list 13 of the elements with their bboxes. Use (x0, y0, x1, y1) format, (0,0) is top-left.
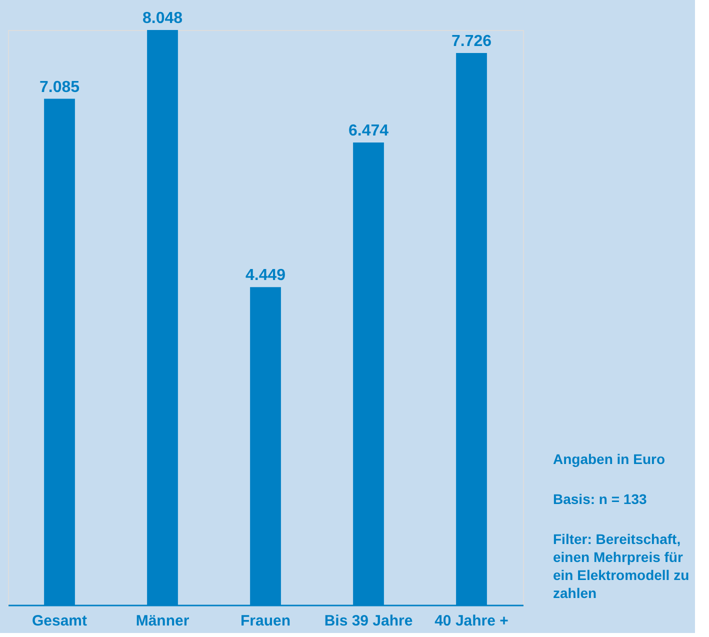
data-label: 4.449 (245, 267, 286, 284)
data-label: 7.085 (39, 78, 80, 96)
x-tick-label: Gesamt (32, 612, 88, 630)
text: Filter: Bereitschaft, einen Mehrpreis für ein Elektromodell zu zahlen (553, 531, 690, 601)
data-label: 7.726 (451, 33, 492, 50)
x-tick-label: Frauen (240, 612, 291, 630)
text: Basis: n = 133 (553, 491, 647, 507)
x-tick-label: Männer (136, 612, 190, 630)
x-tick-label: Bis 39 Jahre (324, 612, 413, 630)
text: Angaben in Euro (553, 451, 665, 467)
data-label: 8.048 (142, 10, 183, 27)
data-label: 6.474 (348, 122, 389, 140)
x-tick-label: 40 Jahre + (434, 612, 509, 630)
